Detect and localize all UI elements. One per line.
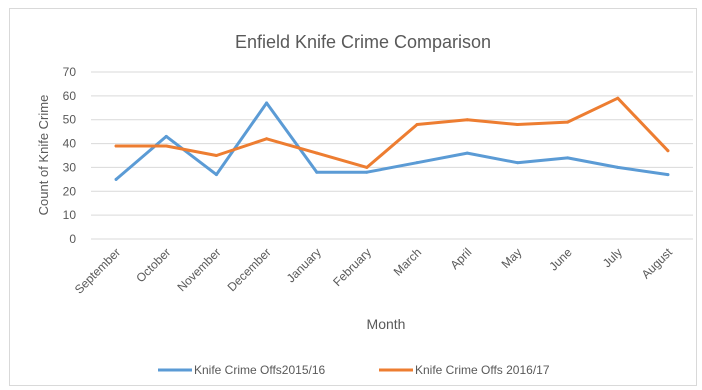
x-tick-label: April	[447, 245, 474, 272]
y-tick-label: 40	[63, 137, 77, 151]
data-point	[315, 170, 319, 174]
y-tick-label: 20	[63, 184, 77, 198]
chart-title: Enfield Knife Crime Comparison	[235, 32, 491, 52]
data-point	[616, 165, 620, 169]
y-tick-label: 60	[63, 89, 77, 103]
legend-label-1: Knife Crime Offs2015/16	[194, 363, 326, 377]
data-point	[616, 96, 620, 100]
data-point	[566, 120, 570, 124]
data-point	[214, 173, 218, 177]
series-lines	[114, 96, 670, 181]
x-tick-label: March	[391, 245, 424, 278]
data-point	[164, 134, 168, 138]
gridlines	[91, 71, 693, 240]
x-tick-label: September	[72, 245, 123, 296]
x-tick-label: February	[330, 245, 374, 289]
data-point	[114, 177, 118, 181]
data-point	[566, 156, 570, 160]
data-point	[515, 161, 519, 165]
x-tick-label: August	[639, 245, 676, 282]
data-point	[415, 161, 419, 165]
x-tick-label: October	[133, 245, 173, 285]
data-point	[315, 151, 319, 155]
x-tick-label: May	[499, 245, 525, 271]
y-axis-ticks: 0 10 20 30 40 50 60 70	[63, 65, 77, 246]
x-tick-label: June	[546, 245, 575, 274]
y-tick-label: 10	[63, 208, 77, 222]
data-point	[365, 170, 369, 174]
data-point	[265, 101, 269, 105]
data-point	[265, 137, 269, 141]
series-line-1	[114, 101, 670, 181]
y-axis-label: Count of Knife Crime	[36, 95, 51, 216]
x-axis-label: Month	[367, 316, 406, 332]
x-tick-label: July	[600, 245, 625, 270]
x-tick-label: January	[284, 245, 324, 285]
data-point	[164, 144, 168, 148]
data-point	[114, 144, 118, 148]
y-tick-label: 70	[63, 65, 77, 79]
data-point	[666, 149, 670, 153]
legend-label-2: Knife Crime Offs 2016/17	[415, 363, 550, 377]
data-point	[465, 151, 469, 155]
data-point	[214, 154, 218, 157]
legend: Knife Crime Offs2015/16 Knife Crime Offs …	[158, 363, 550, 377]
x-tick-label: December	[225, 245, 274, 294]
data-point	[666, 173, 670, 177]
data-point	[415, 122, 419, 126]
x-axis-ticks: September October November December January F…	[72, 245, 676, 297]
chart-frame	[9, 8, 697, 386]
data-point	[365, 165, 369, 169]
data-point	[465, 118, 469, 122]
y-tick-label: 30	[63, 160, 77, 174]
y-tick-label: 0	[69, 232, 76, 246]
series-line-2	[114, 96, 670, 169]
x-tick-label: November	[174, 245, 223, 294]
data-point	[515, 122, 519, 126]
y-tick-label: 50	[63, 113, 77, 127]
